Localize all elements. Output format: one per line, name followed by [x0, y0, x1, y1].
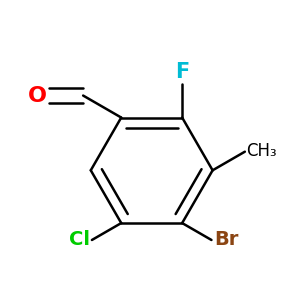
Text: O: O [28, 85, 46, 106]
Text: Br: Br [214, 230, 238, 250]
Text: Cl: Cl [69, 230, 90, 250]
Text: F: F [175, 62, 189, 82]
Text: CH₃: CH₃ [247, 142, 277, 160]
